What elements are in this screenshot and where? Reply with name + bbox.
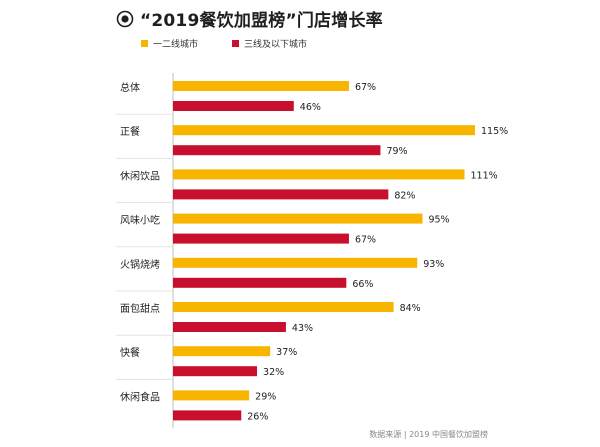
bar-tier12-fastfood bbox=[173, 346, 271, 357]
category-label-snacks: 风味小吃 bbox=[120, 214, 160, 227]
legend-label-tier12: 一二线城市 bbox=[153, 40, 199, 50]
value-label-tier3-leisure: 26% bbox=[247, 411, 268, 422]
value-label-tier3-drinks: 82% bbox=[394, 190, 415, 201]
chart-title: “2019餐饮加盟榜”门店增长率 bbox=[140, 11, 383, 31]
bar-tier12-snacks bbox=[173, 213, 423, 224]
bar-tier3-fastfood bbox=[173, 366, 258, 377]
value-label-tier3-bakery: 43% bbox=[292, 323, 313, 334]
legend-swatch-tier12 bbox=[141, 40, 148, 47]
value-label-tier12-drinks: 111% bbox=[470, 170, 497, 181]
value-label-tier3-overall: 46% bbox=[300, 102, 321, 113]
bar-tier12-zhengcan bbox=[173, 125, 475, 136]
bar-tier12-leisure bbox=[173, 390, 250, 401]
value-label-tier3-fastfood: 32% bbox=[263, 367, 284, 378]
category-label-drinks: 休闲饮品 bbox=[120, 169, 160, 182]
source-note: 数据来源 | 2019 中国餐饮加盟榜 bbox=[369, 430, 488, 439]
category-label-fastfood: 快餐 bbox=[120, 346, 140, 359]
bar-tier3-zhengcan bbox=[173, 145, 381, 156]
value-label-tier3-snacks: 67% bbox=[355, 235, 376, 246]
bar-tier12-hotpot bbox=[173, 257, 418, 268]
value-label-tier12-fastfood: 37% bbox=[276, 347, 297, 358]
value-label-tier3-hotpot: 66% bbox=[352, 279, 373, 290]
bar-tier12-overall bbox=[173, 81, 349, 91]
bar-tier3-snacks bbox=[173, 233, 349, 244]
value-label-tier12-zhengcan: 115% bbox=[481, 126, 508, 137]
legend-swatch-tier3 bbox=[232, 40, 240, 47]
bar-tier3-leisure bbox=[173, 410, 242, 421]
category-label-overall: 总体 bbox=[120, 81, 140, 94]
category-label-hotpot: 火锅烧烤 bbox=[120, 258, 160, 271]
target-circle-icon bbox=[116, 10, 134, 27]
category-label-zhengcan: 正餐 bbox=[120, 125, 140, 138]
legend: 一二线城市 三线及以下城市 bbox=[141, 37, 341, 50]
bar-tier3-hotpot bbox=[173, 277, 347, 288]
category-label-leisure: 休闲食品 bbox=[120, 390, 160, 403]
legend-item-tier12: 一二线城市 bbox=[141, 37, 198, 50]
legend-item-tier3: 三线及以下城市 bbox=[232, 37, 307, 50]
bar-tier3-bakery bbox=[173, 322, 286, 332]
value-label-tier12-snacks: 95% bbox=[428, 215, 449, 226]
value-label-tier12-bakery: 84% bbox=[400, 303, 421, 314]
value-label-tier3-zhengcan: 79% bbox=[386, 146, 407, 157]
value-label-tier12-leisure: 29% bbox=[255, 391, 276, 402]
bar-tier3-overall bbox=[173, 101, 294, 111]
bar-tier3-drinks bbox=[173, 189, 389, 200]
bar-tier12-bakery bbox=[173, 302, 394, 312]
value-label-tier12-overall: 67% bbox=[355, 82, 376, 93]
title-row: “2019餐饮加盟榜”门店增长率 bbox=[116, 6, 383, 31]
bar-tier12-drinks bbox=[173, 169, 465, 180]
value-label-tier12-hotpot: 93% bbox=[423, 259, 444, 270]
legend-label-tier3: 三线及以下城市 bbox=[244, 40, 308, 50]
category-label-bakery: 面包甜点 bbox=[120, 302, 160, 315]
